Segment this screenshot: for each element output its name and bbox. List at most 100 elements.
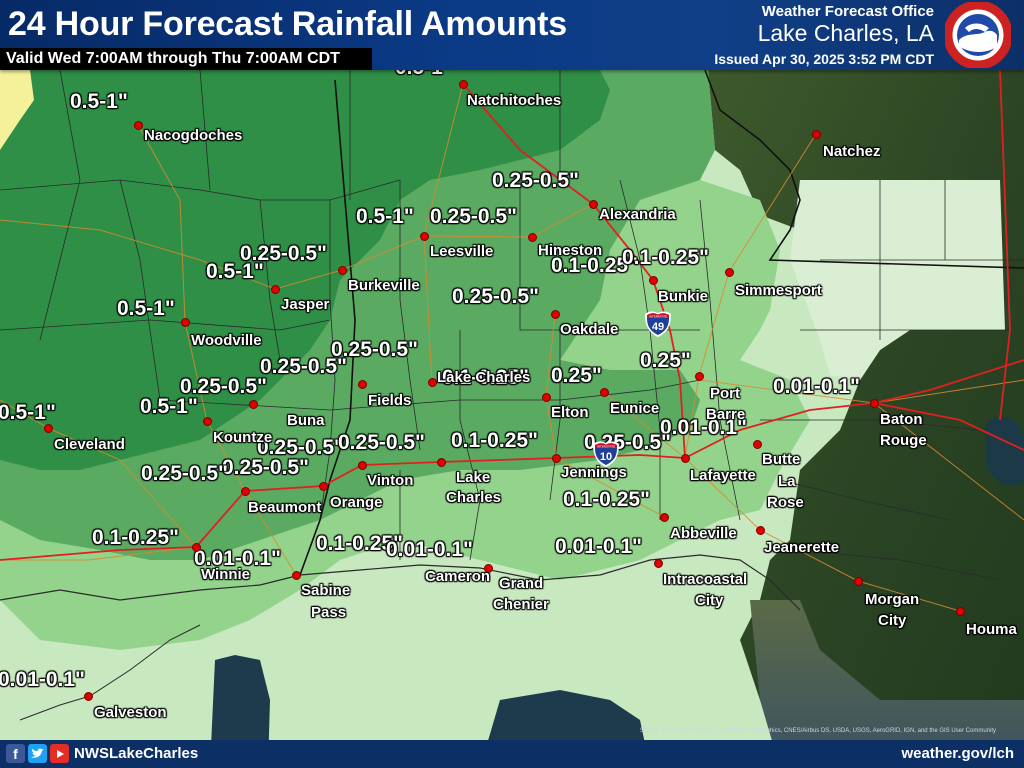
validity-period: Valid Wed 7:00AM through Thu 7:00AM CDT: [6, 50, 340, 67]
rainfall-amount-label: 0.25": [551, 364, 602, 387]
rainfall-amount-label: 0.25-0.5": [222, 456, 310, 479]
city-marker-dot: [420, 232, 429, 241]
city-label: Galveston: [94, 704, 167, 721]
city-label: Lafayette: [690, 467, 756, 484]
city-marker-dot: [241, 487, 250, 496]
city-label: Baton: [880, 411, 923, 428]
rainfall-amount-label: 0.25-0.5": [430, 205, 518, 228]
shield-number: 10: [600, 451, 612, 463]
city-label: Jeanerette: [764, 539, 840, 556]
city-label: Lake: [456, 469, 491, 486]
city-label: Beaumont: [248, 499, 322, 516]
rainfall-amount-label: 0.1-0.25": [622, 246, 710, 269]
city-marker-dot: [956, 607, 965, 616]
city-label: Hineston: [538, 242, 603, 259]
website-link[interactable]: weather.gov/lch: [901, 745, 1014, 762]
city-label: Vinton: [367, 472, 414, 489]
city-label: Kountze: [213, 429, 273, 446]
city-marker-dot: [551, 310, 560, 319]
city-label: Port: [710, 385, 740, 402]
rainfall-amount-label: 0.01-0.1": [660, 416, 748, 439]
city-marker-dot: [660, 513, 669, 522]
city-marker-dot: [358, 380, 367, 389]
rainfall-amount-label: 0.01-0.1": [0, 668, 86, 691]
city-marker-dot: [44, 424, 53, 433]
footer-bar: [0, 740, 1024, 768]
city-marker-dot: [134, 121, 143, 130]
gulf-dark-water-west: [210, 655, 270, 768]
rain-zone-1-to-2: [0, 70, 34, 150]
rainfall-amount-label: 0.25-0.5": [331, 338, 419, 361]
city-label: Bunkie: [658, 288, 709, 305]
social-handle[interactable]: NWSLakeCharles: [74, 745, 199, 762]
rainfall-amount-label: 0.25-0.5": [260, 355, 348, 378]
city-label: Alexandria: [599, 206, 676, 223]
youtube-icon[interactable]: [50, 744, 69, 763]
city-label: Grand: [499, 575, 544, 592]
twitter-icon[interactable]: [28, 744, 47, 763]
city-marker-dot: [181, 318, 190, 327]
city-label: Burkeville: [348, 277, 420, 294]
rainfall-amount-label: 0.25-0.5": [338, 431, 426, 454]
city-label: Fields: [368, 392, 412, 409]
city-marker-dot: [854, 577, 863, 586]
city-label: Abbeville: [670, 525, 737, 542]
rainfall-amount-label: 0.1-0.25": [563, 488, 651, 511]
city-label: Woodville: [191, 332, 262, 349]
texas-louisiana-state-line: [299, 79, 356, 576]
rainfall-amount-label: 0.25": [640, 349, 691, 372]
city-label: Eunice: [610, 400, 660, 417]
social-icons: f: [6, 744, 69, 763]
city-label: Jennings: [561, 464, 627, 481]
city-marker-dot: [292, 571, 301, 580]
rainfall-amount-label: 0.5-1": [140, 395, 198, 418]
city-label: Chenier: [493, 596, 549, 613]
validity-bar: [0, 48, 372, 70]
rainfall-amount-label: 0.5-1": [356, 205, 414, 228]
rainfall-amount-label: 0.01-0.1": [386, 538, 474, 561]
city-label: City: [695, 592, 724, 609]
city-label: Natchez: [823, 143, 881, 160]
county-boundaries: [0, 69, 1024, 581]
nws-logo-icon: [945, 2, 1011, 68]
city-marker-dot: [249, 400, 258, 409]
rainfall-amount-label: 0.5-1": [206, 260, 264, 283]
rainfall-amount-label: 0.1-0.25": [442, 366, 530, 389]
city-label: Buna: [287, 412, 325, 429]
interstate-lines: [0, 69, 1024, 561]
city-marker-dot: [695, 372, 704, 381]
office-line-1: Weather Forecast Office: [761, 3, 934, 20]
city-marker-dot: [552, 454, 561, 463]
city-marker-dot: [192, 543, 201, 552]
city-marker-dot: [358, 461, 367, 470]
shield-number: 49: [652, 321, 664, 333]
city-label: Sabine: [301, 582, 351, 599]
city-marker-dot: [753, 440, 762, 449]
city-label: Houma: [966, 621, 1017, 638]
rainfall-amount-label: 0.25-0.5": [180, 375, 268, 398]
header-banner: 24 Hour Forecast Rainfall Amounts Valid …: [0, 0, 1024, 70]
city-label: Intracoastal: [663, 571, 748, 588]
city-label: La: [778, 473, 796, 490]
map-title: 24 Hour Forecast Rainfall Amounts: [8, 5, 567, 43]
rainfall-amount-label: 0.5-1": [117, 297, 175, 320]
city-label: Elton: [551, 404, 589, 421]
city-marker-dot: [600, 388, 609, 397]
city-label: Oakdale: [560, 321, 619, 338]
city-marker-dot: [437, 458, 446, 467]
satellite-gulf-coast: [750, 600, 1024, 768]
shield-top-text: INTERSTATE: [597, 444, 615, 448]
city-marker-dot: [649, 276, 658, 285]
rainfall-amount-label: 0.01-0.1": [773, 375, 861, 398]
city-label: Butte: [762, 451, 801, 468]
city-label: Jasper: [281, 296, 330, 313]
map-attribution: Source: Esri, Maxar, GeoEye, Earthstar G…: [639, 728, 996, 734]
facebook-icon[interactable]: f: [6, 744, 25, 763]
city-marker-dot: [203, 417, 212, 426]
city-marker-dot: [459, 80, 468, 89]
city-marker-dot: [84, 692, 93, 701]
coastline: [0, 554, 801, 611]
city-label: Lake Charles: [437, 369, 531, 386]
rain-zone-0-5-to-1: [0, 70, 610, 470]
